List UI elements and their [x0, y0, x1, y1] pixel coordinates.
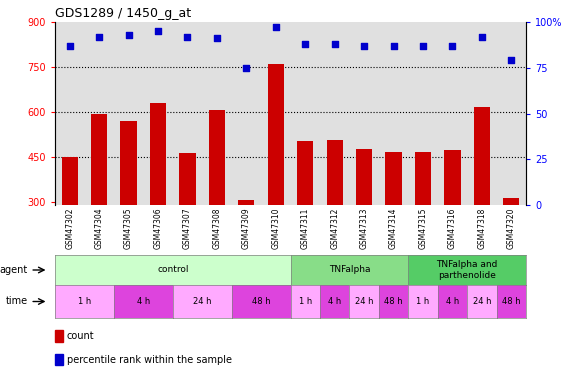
- Bar: [238, 200, 255, 292]
- Point: [389, 43, 398, 49]
- Bar: [91, 114, 107, 292]
- Bar: [297, 141, 313, 292]
- Bar: [444, 150, 460, 292]
- Text: 24 h: 24 h: [193, 297, 211, 306]
- Point: [95, 34, 104, 40]
- Text: 24 h: 24 h: [473, 297, 491, 306]
- Bar: [327, 140, 343, 292]
- Text: percentile rank within the sample: percentile rank within the sample: [67, 355, 232, 364]
- Text: 24 h: 24 h: [355, 297, 373, 306]
- Bar: [415, 152, 431, 292]
- Point: [212, 36, 222, 42]
- Point: [301, 41, 310, 47]
- Bar: [474, 107, 490, 292]
- Point: [330, 41, 339, 47]
- Point: [124, 32, 133, 38]
- Bar: [503, 198, 520, 292]
- Text: 4 h: 4 h: [446, 297, 459, 306]
- Text: 4 h: 4 h: [328, 297, 341, 306]
- Point: [65, 43, 74, 49]
- Point: [360, 43, 369, 49]
- Point: [419, 43, 428, 49]
- Bar: [150, 103, 166, 292]
- Text: agent: agent: [0, 265, 27, 275]
- Bar: [62, 157, 78, 292]
- Bar: [120, 121, 136, 292]
- Text: 48 h: 48 h: [252, 297, 271, 306]
- Text: GDS1289 / 1450_g_at: GDS1289 / 1450_g_at: [55, 7, 191, 20]
- Text: TNFalpha: TNFalpha: [329, 266, 370, 274]
- Bar: [55, 330, 63, 342]
- Bar: [55, 354, 63, 366]
- Text: 1 h: 1 h: [416, 297, 429, 306]
- Bar: [179, 153, 195, 292]
- Point: [448, 43, 457, 49]
- Point: [154, 28, 163, 34]
- Bar: [356, 148, 372, 292]
- Text: time: time: [5, 297, 27, 306]
- Text: 4 h: 4 h: [136, 297, 150, 306]
- Point: [477, 34, 486, 40]
- Text: control: control: [157, 266, 188, 274]
- Bar: [268, 64, 284, 292]
- Point: [242, 65, 251, 71]
- Bar: [385, 152, 401, 292]
- Text: 48 h: 48 h: [384, 297, 403, 306]
- Point: [506, 57, 516, 63]
- Point: [271, 24, 280, 30]
- Text: 1 h: 1 h: [78, 297, 91, 306]
- Text: TNFalpha and
parthenolide: TNFalpha and parthenolide: [436, 260, 498, 280]
- Text: 48 h: 48 h: [502, 297, 521, 306]
- Bar: [209, 110, 225, 292]
- Text: 1 h: 1 h: [299, 297, 312, 306]
- Point: [183, 34, 192, 40]
- Text: count: count: [67, 331, 94, 341]
